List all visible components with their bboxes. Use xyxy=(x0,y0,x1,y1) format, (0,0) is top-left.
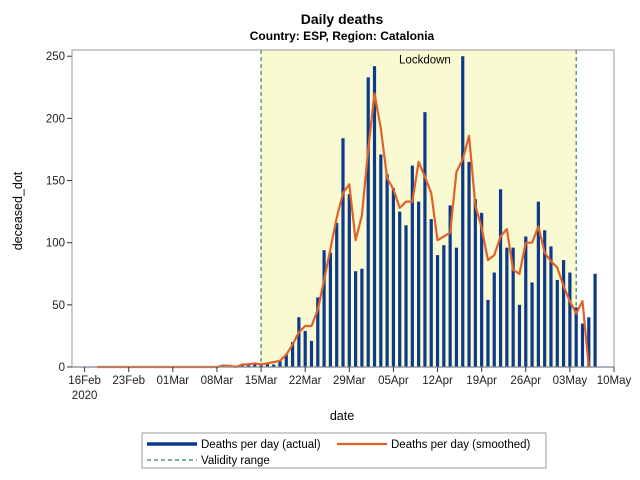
bar xyxy=(454,247,459,367)
bar xyxy=(580,323,585,367)
bar xyxy=(328,252,332,367)
y-axis: 0 50 100 150 200 250 xyxy=(46,51,72,374)
y-tick-label: 100 xyxy=(46,238,65,250)
bar xyxy=(587,317,591,367)
x-tick-label: 03May xyxy=(553,375,588,387)
bar xyxy=(517,304,522,367)
x-tick-label: 19Apr xyxy=(466,375,497,387)
bar xyxy=(404,225,408,367)
bar xyxy=(498,189,503,367)
x-tick-label: 16Feb xyxy=(68,375,101,387)
x-tick-label: 29Mar xyxy=(333,375,366,387)
legend-label-validity: Validity range xyxy=(201,455,270,467)
bar xyxy=(303,330,307,367)
bar xyxy=(284,354,288,367)
bar xyxy=(322,250,326,367)
bar xyxy=(574,307,578,367)
bar xyxy=(265,363,269,367)
bar xyxy=(530,282,534,367)
bar xyxy=(366,77,370,367)
bar xyxy=(536,201,540,367)
bar xyxy=(398,211,402,367)
lockdown-annotation: Lockdown xyxy=(399,55,451,67)
bar xyxy=(240,364,244,367)
bar xyxy=(417,201,421,367)
bar xyxy=(568,272,572,367)
bar xyxy=(309,340,314,367)
bar xyxy=(423,112,427,367)
plot-frame xyxy=(71,49,615,368)
x-tick-label: 10May xyxy=(597,375,632,387)
y-tick-label: 250 xyxy=(46,51,65,63)
x-axis-label: date xyxy=(330,409,354,423)
chart-subtitle: Country: ESP, Region: Catalonia xyxy=(250,29,435,43)
bar xyxy=(467,161,471,367)
bar xyxy=(486,299,490,367)
bar xyxy=(549,246,553,367)
bar xyxy=(360,268,364,367)
bar xyxy=(272,364,276,367)
bar xyxy=(347,194,351,367)
bar xyxy=(435,255,440,367)
y-tick-label: 0 xyxy=(59,362,65,374)
x-tick-label: 05Apr xyxy=(378,375,409,387)
bar xyxy=(379,154,383,367)
bar xyxy=(410,165,414,367)
bar xyxy=(492,272,496,367)
chart-title: Daily deaths xyxy=(301,11,384,27)
bar xyxy=(354,271,358,367)
bar xyxy=(480,212,484,367)
bar xyxy=(543,230,547,367)
x-tick-label: 23Feb xyxy=(112,375,145,387)
bar xyxy=(505,247,509,367)
bar-series xyxy=(221,56,597,368)
bar xyxy=(511,247,515,367)
y-tick-label: 50 xyxy=(52,300,65,312)
x-tick-label: 22Mar xyxy=(289,375,322,387)
legend-frame xyxy=(141,432,547,469)
validity-range-lines xyxy=(260,50,577,367)
bar xyxy=(461,56,465,367)
bar xyxy=(429,219,433,367)
y-tick-label: 150 xyxy=(46,176,65,188)
legend-label-smoothed: Deaths per day (smoothed) xyxy=(391,439,531,451)
bar xyxy=(524,236,528,367)
x-tick-label: 08Mar xyxy=(201,375,234,387)
bar xyxy=(297,317,301,367)
y-axis-label: deceased_dot xyxy=(11,171,25,250)
legend-label-actual: Deaths per day (actual) xyxy=(201,439,321,451)
bar xyxy=(442,245,446,367)
bar xyxy=(593,273,597,367)
bar xyxy=(385,174,389,367)
x-tick-label: 15Mar xyxy=(245,375,278,387)
bar xyxy=(372,66,377,368)
bar xyxy=(335,222,339,367)
legend: Deaths per day (actual) Deaths per day (… xyxy=(141,432,547,469)
x-axis: 16Feb 2020 23Feb 01Mar 08Mar 15Mar 22Mar 29Mar 0… xyxy=(68,367,632,402)
bar xyxy=(278,360,282,367)
bar xyxy=(555,279,559,367)
bar xyxy=(253,364,257,367)
bar xyxy=(473,199,477,367)
bar xyxy=(341,138,345,367)
x-tick-label: 01Mar xyxy=(157,375,190,387)
bar xyxy=(290,342,295,367)
bar xyxy=(391,187,396,367)
x-tick-label: 12Apr xyxy=(422,375,453,387)
bar xyxy=(448,205,452,367)
x-tick-year-label: 2020 xyxy=(72,390,98,402)
bar xyxy=(316,297,320,367)
y-tick-label: 200 xyxy=(46,113,65,125)
x-tick-label: 26Apr xyxy=(510,375,541,387)
bar xyxy=(561,260,566,367)
